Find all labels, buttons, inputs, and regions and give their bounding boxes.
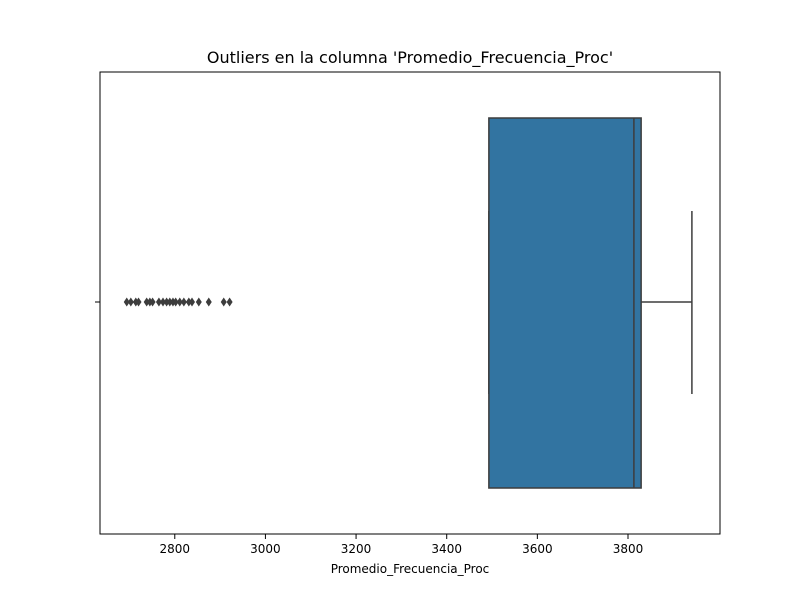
outlier	[163, 297, 170, 307]
outlier	[143, 297, 150, 307]
outlier	[195, 297, 202, 307]
outlier	[135, 297, 142, 307]
outlier	[185, 297, 192, 307]
x-tick-label: 3800	[613, 542, 644, 556]
axes-frame	[99, 71, 721, 535]
outlier	[205, 297, 212, 307]
outlier	[149, 297, 156, 307]
outlier	[176, 297, 183, 307]
outlier	[127, 297, 134, 307]
outlier	[166, 297, 173, 307]
outlier	[172, 297, 179, 307]
outlier	[180, 297, 187, 307]
outlier	[123, 297, 130, 307]
x-tick-label: 2800	[160, 542, 191, 556]
outlier	[189, 297, 196, 307]
outlier	[159, 297, 166, 307]
chart-title: Outliers en la columna 'Promedio_Frecuen…	[207, 48, 613, 68]
x-tick-label: 3600	[522, 542, 553, 556]
box	[488, 117, 642, 489]
x-axis-label: Promedio_Frecuencia_Proc	[331, 562, 490, 576]
x-tick-label: 3200	[341, 542, 372, 556]
outlier	[220, 297, 227, 307]
x-tick-label: 3400	[431, 542, 462, 556]
outlier	[155, 297, 162, 307]
outlier	[226, 297, 233, 307]
x-tick-label: 3000	[250, 542, 281, 556]
